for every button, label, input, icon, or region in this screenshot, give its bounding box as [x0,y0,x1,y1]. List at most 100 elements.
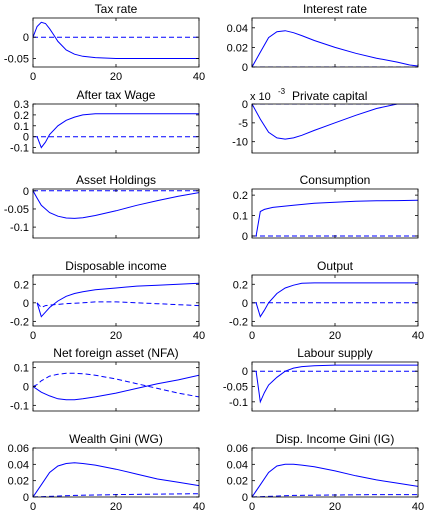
series-line-solid [255,199,418,237]
series-line-solid [33,374,199,401]
y-tick-label: -0.2 [229,316,248,328]
series-line-solid [36,282,199,318]
subplot-title: Labour supply [297,346,372,360]
x-tick-label: 40 [193,71,205,83]
subplot-4: -10 -5 0x 10 -3 Private capital [232,87,419,154]
y-tick-label: 0 [23,186,29,198]
series-line-solid [255,364,418,404]
y-tick-label: 0.04 [227,23,248,35]
y-tick-label: 0.3 [14,99,29,111]
plot-frame [32,188,200,239]
y-tick-label: -0.1 [10,400,29,412]
y-tick-label: 0 [23,32,29,44]
subplot-title: After tax Wage [77,88,156,102]
plot-frame [251,188,419,239]
y-tick-label: 0 [23,492,29,504]
series-line-dashed [33,372,199,398]
subplot-title: Tax rate [95,2,138,16]
x-tick-label: 40 [193,501,205,513]
y-tick-label: 0 [242,366,248,378]
x-tick-label: 40 [412,501,424,513]
subplot-title: Disposable income [65,259,167,273]
plot-frame [32,17,200,68]
x-tick-label: 0 [30,330,36,342]
plot-frame [251,103,419,154]
y-tick-label: 0.2 [233,190,248,202]
x-tick-label: 20 [110,71,122,83]
y-tick-label: -0.05 [4,53,29,65]
plot-frame [32,361,200,412]
subplot-title: Net foreign asset (NFA) [53,346,178,360]
y-tick-label: 0.1 [14,121,29,133]
series-line-dashed [33,493,199,497]
y-tick-label: 0 [242,99,248,111]
x-tick-label: 20 [329,501,341,513]
subplot-title: Disp. Income Gini (IG) [276,432,395,446]
series-line-solid [252,104,418,140]
x-tick-label: 0 [30,501,36,513]
scale-exponent: -3 [278,87,286,96]
series-line-solid [255,282,418,318]
y-tick-label: 0 [23,382,29,394]
y-tick-label: 0.2 [14,279,29,291]
y-tick-label: 0 [242,298,248,310]
x-tick-label: 0 [30,71,36,83]
y-tick-label: 0.2 [233,279,248,291]
subplot-title: Output [317,259,354,273]
plot-frame [251,447,419,498]
subplot-3: -0.100.10.20.3 After tax Wage [10,88,200,155]
plot-frame [32,103,200,154]
y-tick-label: 0.06 [227,443,248,455]
series-line-solid [252,30,418,67]
y-tick-label: 0 [242,231,248,243]
plot-frame [251,361,419,412]
y-tick-label: 0 [23,298,29,310]
y-tick-label: 0.1 [233,211,248,223]
y-tick-label: 0.2 [14,110,29,122]
subplot-2: 0 0.02 0.04 Interest rate [227,2,419,74]
y-tick-label: -0.1 [10,222,29,234]
subplot-6: 0 0.1 0.2 Consumption [233,173,419,243]
series-line-solid [33,21,199,59]
scale-label: x 10 [250,91,271,103]
y-tick-label: 0.02 [227,476,248,488]
y-tick-label: 0.02 [8,476,29,488]
subplot-title: Consumption [300,173,371,187]
x-tick-label: 0 [249,501,255,513]
subplot-title: Interest rate [303,2,367,16]
y-tick-label: -5 [238,118,248,130]
y-tick-label: 0.04 [8,459,29,471]
subplot-title: Asset Holdings [76,173,156,187]
subplot-5: -0.1 -0.05 0 Asset Holdings [4,173,200,239]
x-tick-label: 40 [412,330,424,342]
y-tick-label: 0 [242,492,248,504]
series-line-solid [36,113,199,149]
series-line-dashed [36,301,199,309]
plot-frame [32,447,200,498]
subplot-12: 0 0.02 0.04 0.06 0 20 40 Disp. Income Gini (IG) [227,432,425,513]
plot-frame [251,17,419,68]
subplot-title: Wealth Gini (WG) [69,432,163,446]
y-tick-label: -0.1 [229,397,248,409]
y-tick-label: 0.1 [14,363,29,375]
subplot-title: Private capital [292,89,367,103]
x-tick-label: 0 [249,330,255,342]
x-tick-label: 20 [110,330,122,342]
y-tick-label: 0 [242,62,248,74]
y-tick-label: -10 [232,137,248,149]
y-tick-label: -0.05 [223,382,248,394]
subplot-11: 0 0.02 0.04 0.06 0 20 40 Wealth Gini (WG) [8,432,206,513]
subplot-10: -0.1 -0.05 0 Labour supply [223,346,419,412]
x-tick-label: 20 [329,330,341,342]
x-tick-label: 40 [193,330,205,342]
y-tick-label: 0 [23,132,29,144]
y-tick-label: 0.04 [227,459,248,471]
y-tick-label: 0.06 [8,443,29,455]
series-line-solid [252,463,418,497]
subplot-9: -0.1 0 0.1 Net foreign asset (NFA) [10,346,200,412]
y-tick-label: -0.05 [4,204,29,216]
